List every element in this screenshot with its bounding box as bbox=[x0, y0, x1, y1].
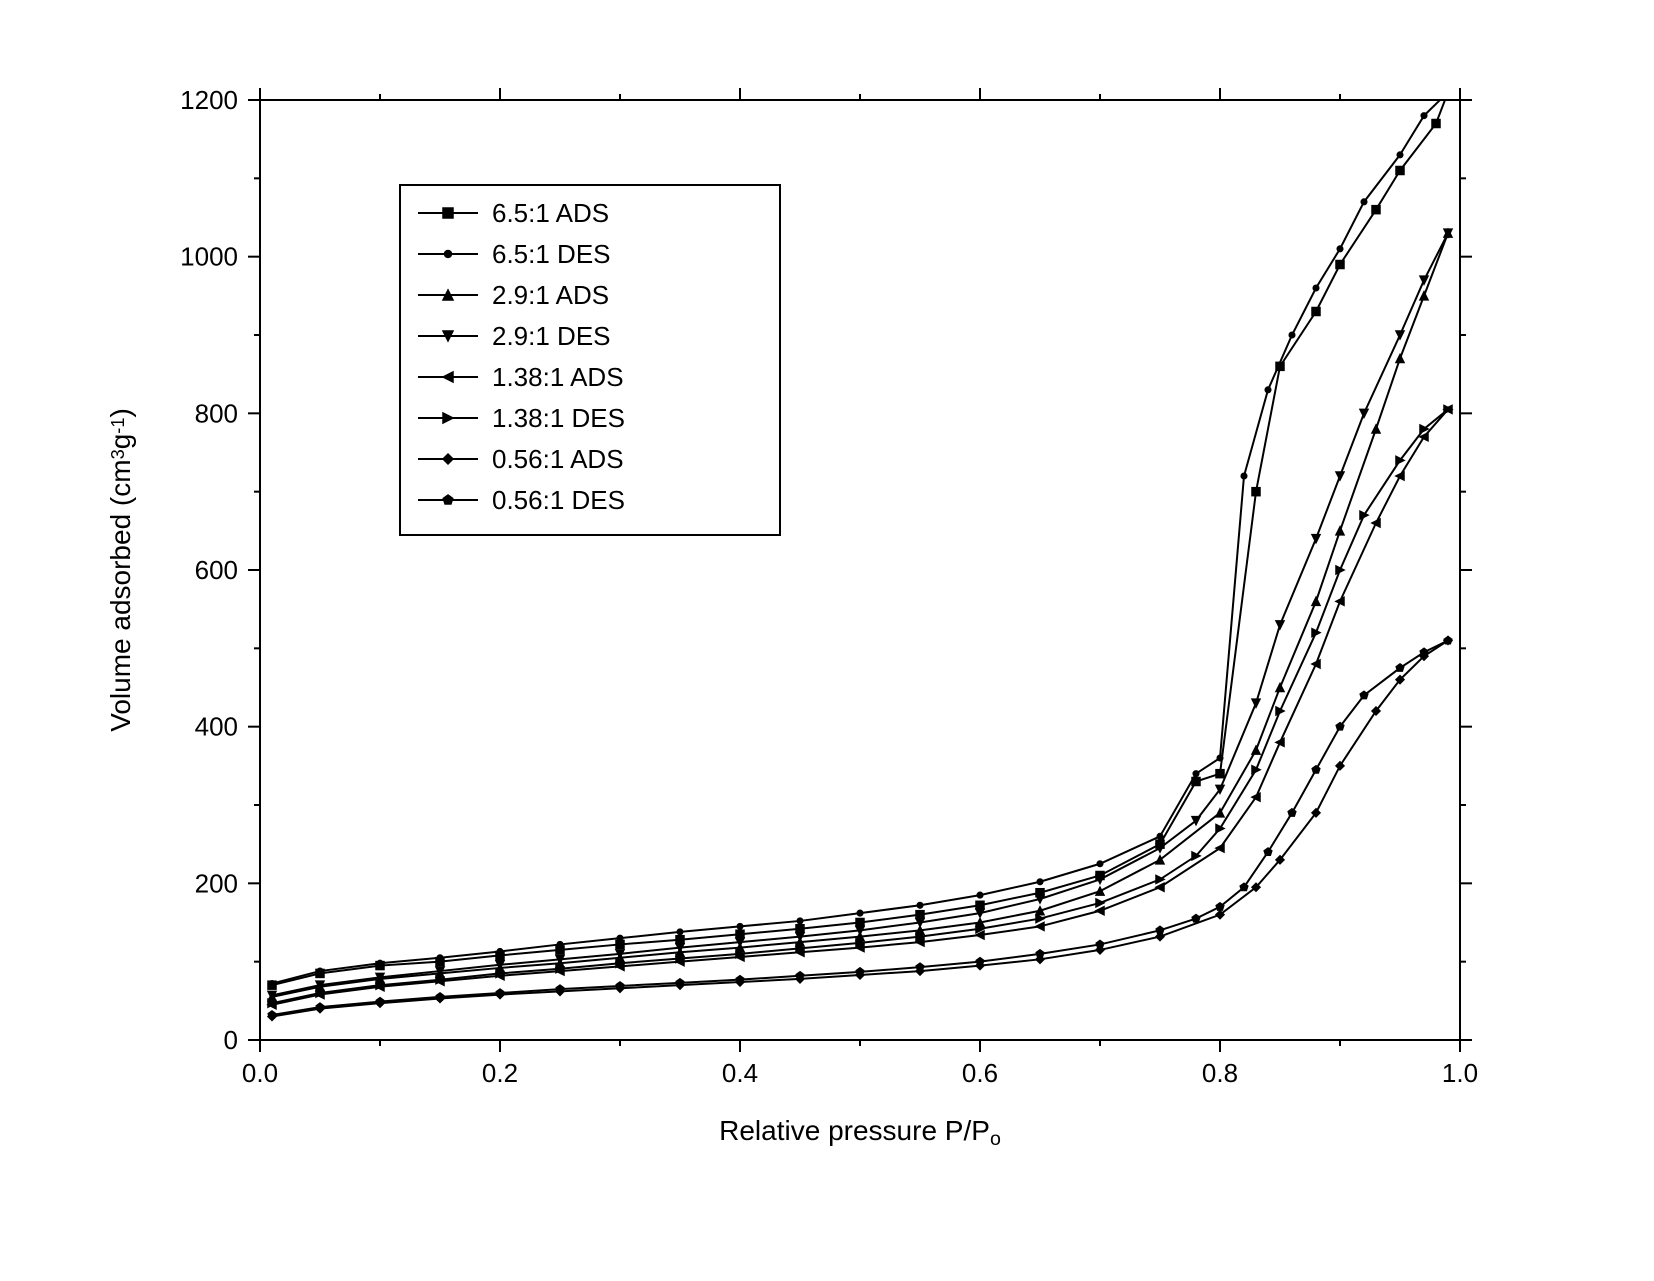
marker-dot bbox=[269, 981, 275, 987]
marker-dot bbox=[1313, 285, 1319, 291]
marker-square-filled bbox=[1216, 770, 1224, 778]
y-tick-label: 800 bbox=[195, 398, 238, 428]
y-tick-label: 600 bbox=[195, 555, 238, 585]
marker-square-filled bbox=[916, 911, 924, 919]
marker-pentagon-filled bbox=[1336, 723, 1344, 730]
x-tick-label: 0.6 bbox=[962, 1058, 998, 1088]
marker-pentagon-filled bbox=[1288, 809, 1296, 816]
marker-square-filled bbox=[1336, 261, 1344, 269]
marker-dot bbox=[557, 942, 563, 948]
marker-dot bbox=[917, 902, 923, 908]
marker-pentagon-filled bbox=[268, 1011, 276, 1018]
marker-pentagon-filled bbox=[1096, 940, 1104, 947]
marker-square-filled bbox=[796, 925, 804, 933]
marker-pentagon-filled bbox=[376, 998, 384, 1005]
marker-dot bbox=[1397, 152, 1403, 158]
marker-dot bbox=[1265, 387, 1271, 393]
marker-pentagon-filled bbox=[1156, 926, 1164, 933]
marker-dot bbox=[1361, 199, 1367, 205]
marker-dot bbox=[1037, 879, 1043, 885]
marker-pentagon-filled bbox=[436, 993, 444, 1000]
marker-dot bbox=[737, 924, 743, 930]
marker-dot bbox=[677, 929, 683, 935]
legend: 6.5:1 ADS 6.5:1 DES 2.9:1 ADS 2.9:1 DES 1.38… bbox=[400, 185, 780, 535]
marker-pentagon-filled bbox=[316, 1003, 324, 1010]
y-tick-label: 0 bbox=[224, 1025, 238, 1055]
marker-pentagon-filled bbox=[496, 989, 504, 996]
x-tick-label: 0.0 bbox=[242, 1058, 278, 1088]
marker-pentagon-filled bbox=[556, 985, 564, 992]
marker-square-filled bbox=[1396, 167, 1404, 175]
marker-square-filled bbox=[1252, 488, 1260, 496]
marker-square-filled bbox=[976, 901, 984, 909]
legend-label: 1.38:1 DES bbox=[492, 403, 625, 433]
marker-dot bbox=[1337, 246, 1343, 252]
marker-pentagon-filled bbox=[1264, 848, 1272, 855]
marker-dot bbox=[1193, 771, 1199, 777]
marker-pentagon-filled bbox=[1192, 915, 1200, 922]
x-tick-label: 0.2 bbox=[482, 1058, 518, 1088]
marker-dot bbox=[445, 251, 452, 258]
marker-square-filled bbox=[1312, 308, 1320, 316]
x-tick-label: 0.8 bbox=[1202, 1058, 1238, 1088]
x-axis-label: Relative pressure P/Po bbox=[719, 1115, 1001, 1150]
marker-dot bbox=[497, 949, 503, 955]
marker-dot bbox=[977, 892, 983, 898]
marker-pentagon-filled bbox=[916, 963, 924, 970]
marker-pentagon-filled bbox=[1444, 637, 1452, 644]
marker-dot bbox=[1421, 113, 1427, 119]
marker-square-filled bbox=[856, 919, 864, 927]
marker-dot bbox=[1217, 755, 1223, 761]
marker-pentagon-filled bbox=[1420, 648, 1428, 655]
marker-pentagon-filled bbox=[796, 972, 804, 979]
legend-label: 2.9:1 DES bbox=[492, 321, 611, 351]
y-tick-label: 1000 bbox=[180, 242, 238, 272]
marker-pentagon-filled bbox=[1036, 950, 1044, 957]
marker-square-filled bbox=[1432, 120, 1440, 128]
marker-dot bbox=[1097, 861, 1103, 867]
isotherm-chart: 0.0 0.2 0.4 0.6 0.8 1.0 0 200 400 600 800 1000 1200 R… bbox=[0, 0, 1654, 1281]
marker-pentagon-filled bbox=[1360, 691, 1368, 698]
marker-pentagon-filled bbox=[736, 976, 744, 983]
marker-square-filled bbox=[736, 930, 744, 938]
marker-pentagon-filled bbox=[1312, 766, 1320, 773]
marker-pentagon-filled bbox=[1396, 664, 1404, 671]
legend-label: 0.56:1 DES bbox=[492, 485, 625, 515]
marker-pentagon-filled bbox=[1240, 883, 1248, 890]
legend-label: 0.56:1 ADS bbox=[492, 444, 624, 474]
legend-label: 2.9:1 ADS bbox=[492, 280, 609, 310]
y-tick-label: 1200 bbox=[180, 85, 238, 115]
legend-label: 6.5:1 ADS bbox=[492, 198, 609, 228]
marker-dot bbox=[437, 955, 443, 961]
y-tick-label: 400 bbox=[195, 712, 238, 742]
marker-dot bbox=[1289, 332, 1295, 338]
marker-pentagon-filled bbox=[856, 968, 864, 975]
marker-pentagon-filled bbox=[616, 982, 624, 989]
legend-label: 6.5:1 DES bbox=[492, 239, 611, 269]
legend-box bbox=[400, 185, 780, 535]
marker-dot bbox=[797, 918, 803, 924]
marker-dot bbox=[617, 935, 623, 941]
marker-pentagon-filled bbox=[1216, 903, 1224, 910]
chart-bg bbox=[0, 0, 1654, 1281]
marker-dot bbox=[1241, 473, 1247, 479]
marker-dot bbox=[377, 960, 383, 966]
x-tick-label: 0.4 bbox=[722, 1058, 758, 1088]
marker-pentagon-filled bbox=[676, 979, 684, 986]
marker-square-filled bbox=[1372, 206, 1380, 214]
marker-square-filled bbox=[676, 936, 684, 944]
x-tick-label: 1.0 bbox=[1442, 1058, 1478, 1088]
marker-dot bbox=[317, 968, 323, 974]
marker-pentagon-filled bbox=[976, 958, 984, 965]
marker-square-filled bbox=[443, 208, 453, 218]
legend-label: 1.38:1 ADS bbox=[492, 362, 624, 392]
marker-dot bbox=[1157, 834, 1163, 840]
y-tick-label: 200 bbox=[195, 868, 238, 898]
marker-dot bbox=[857, 910, 863, 916]
